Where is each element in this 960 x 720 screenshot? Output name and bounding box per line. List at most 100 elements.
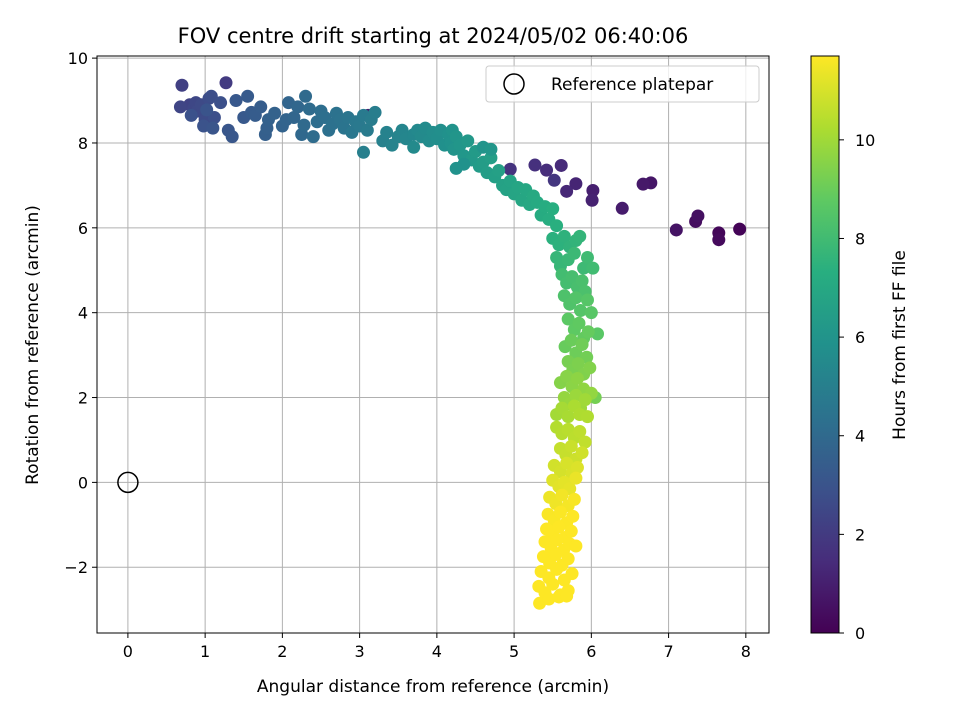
data-point [575,446,589,460]
data-point [567,246,581,260]
data-point [299,89,313,103]
data-point [297,118,311,132]
data-point [569,471,583,485]
data-point [565,567,579,581]
data-point [550,533,564,547]
legend-entry-reference: Reference platepar [551,75,713,95]
x-tick-label: 7 [663,642,673,661]
colorbar-tick-label: 0 [855,624,865,643]
data-point [573,229,587,243]
data-point [291,100,305,114]
data-point [368,105,382,119]
data-point [528,158,542,172]
data-point [380,125,394,139]
data-point [225,130,239,144]
data-point [586,183,600,197]
data-point [184,108,198,122]
x-tick-label: 5 [509,642,519,661]
data-point [268,106,282,120]
data-point [580,410,594,424]
data-point [555,488,569,502]
data-point [574,304,588,318]
data-point [287,111,301,125]
data-point [561,312,575,326]
data-point [306,130,320,144]
y-tick-label: 10 [68,49,88,68]
y-axis-ticks: −2 0 2 4 6 8 10 [64,49,97,577]
data-point [546,202,560,216]
data-point [570,461,584,475]
data-point [636,177,650,191]
data-point [615,201,629,215]
data-point [581,325,595,339]
y-tick-label: −2 [64,558,88,577]
data-point [583,361,597,375]
data-point [552,520,566,534]
data-point [565,270,579,284]
data-point [449,161,463,175]
data-point [572,316,586,330]
data-point [484,142,498,156]
data-point [578,435,592,449]
data-point [549,548,563,562]
legend: Reference platepar [485,65,760,103]
data-point [561,552,575,566]
data-point [577,261,591,275]
data-point [550,219,564,233]
colorbar-ticks: 0 2 4 6 8 10 [839,131,875,643]
data-point [547,173,561,187]
data-point [570,371,584,385]
legend-box [485,65,760,103]
data-point [573,424,587,438]
data-point [254,100,268,114]
x-tick-label: 2 [277,642,287,661]
x-tick-label: 6 [586,642,596,661]
y-tick-label: 2 [78,389,88,408]
x-tick-label: 1 [200,642,210,661]
data-point [712,233,726,247]
colorbar-tick-label: 10 [855,131,875,150]
data-point [569,291,583,305]
data-point [241,89,255,103]
data-point [542,592,556,606]
data-point [575,338,589,351]
data-point [175,78,189,92]
colorbar-tick-label: 8 [855,229,865,248]
data-point [206,121,220,135]
data-point [566,509,580,523]
data-point [550,562,564,576]
data-point [492,164,506,178]
data-point [219,76,233,90]
data-point [564,439,578,453]
data-point [546,577,560,591]
data-point [567,492,581,506]
y-axis-label: Rotation from reference (arcmin) [23,205,43,485]
y-tick-label: 0 [78,473,88,492]
x-axis-label: Angular distance from reference (arcmin) [257,677,609,697]
x-axis-ticks: 0 1 2 3 4 5 6 7 8 [123,633,751,661]
data-point [554,158,568,172]
data-point [564,524,578,538]
data-point [580,251,594,265]
grid [97,56,769,633]
colorbar-label: Hours from first FF file [890,250,910,440]
data-point [204,89,218,103]
data-point [580,293,594,307]
data-point [200,103,214,117]
y-tick-label: 6 [78,219,88,238]
data-point [561,410,575,424]
data-point [733,222,747,236]
data-point [575,274,589,288]
reference-marker [117,471,139,494]
plot-frame [96,55,770,634]
colorbar-tick-label: 4 [855,427,865,446]
y-tick-label: 8 [78,134,88,153]
data-point [461,134,475,148]
data-points [173,76,747,610]
colorbar-tick-label: 2 [855,525,865,544]
data-point [569,539,583,553]
data-point [584,306,598,320]
data-point [560,184,574,198]
data-point [302,102,316,116]
